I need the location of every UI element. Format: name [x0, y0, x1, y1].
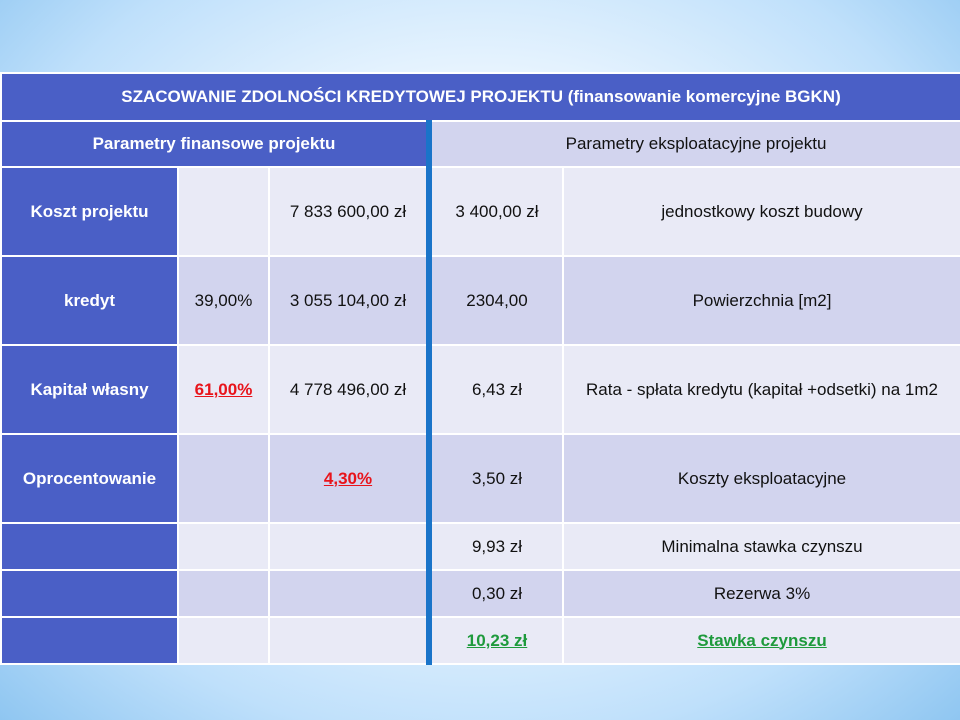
table-row: kredyt 39,00% 3 055 104,00 zł 2304,00 Po…: [0, 255, 960, 346]
interest-rate-highlight: 4,30%: [323, 468, 373, 488]
row-description: Minimalna stawka czynszu: [561, 522, 960, 571]
row-label: [0, 522, 179, 571]
row-percent: [177, 166, 270, 257]
row-value: 3,50 zł: [426, 433, 564, 524]
row-description: jednostkowy koszt budowy: [561, 166, 960, 257]
section-header-row: Parametry finansowe projektu Parametry e…: [0, 120, 960, 168]
row-amount: 3 055 104,00 zł: [268, 255, 430, 346]
row-label: [0, 569, 179, 618]
table-row: 0,30 zł Rezerwa 3%: [0, 569, 960, 618]
table-row: Koszt projektu 7 833 600,00 zł 3 400,00 …: [0, 166, 960, 257]
credit-assessment-table: SZACOWANIE ZDOLNOŚCI KREDYTOWEJ PROJEKTU…: [0, 72, 960, 665]
row-amount: [268, 522, 430, 571]
table-row: 9,93 zł Minimalna stawka czynszu: [0, 522, 960, 571]
row-percent: [177, 569, 270, 618]
table-title: SZACOWANIE ZDOLNOŚCI KREDYTOWEJ PROJEKTU…: [0, 72, 960, 122]
operational-params-header: Parametry eksploatacyjne projektu: [425, 120, 960, 168]
row-label: kredyt: [0, 255, 179, 346]
row-description: Koszty eksploatacyjne: [561, 433, 960, 524]
row-label: Kapitał własny: [0, 344, 179, 435]
row-amount: [268, 569, 430, 618]
row-value: 6,43 zł: [426, 344, 564, 435]
row-amount: 4 778 496,00 zł: [268, 344, 430, 435]
rent-rate-label-highlight: Stawka czynszu: [697, 630, 827, 650]
row-value: 0,30 zł: [426, 569, 564, 618]
row-description: Rezerwa 3%: [561, 569, 960, 618]
row-label: Koszt projektu: [0, 166, 179, 257]
row-value: 2304,00: [426, 255, 564, 346]
row-percent: [177, 616, 270, 665]
row-percent: 39,00%: [177, 255, 270, 346]
row-value: 3 400,00 zł: [426, 166, 564, 257]
table-row: 10,23 zł Stawka czynszu: [0, 616, 960, 665]
equity-percent-highlight: 61,00%: [194, 379, 253, 399]
row-amount: 7 833 600,00 zł: [268, 166, 430, 257]
row-label: [0, 616, 179, 665]
row-description: Rata - spłata kredytu (kapitał +odsetki)…: [561, 344, 960, 435]
row-value: 9,93 zł: [426, 522, 564, 571]
table-row: Kapitał własny 61,00% 4 778 496,00 zł 6,…: [0, 344, 960, 435]
title-row: SZACOWANIE ZDOLNOŚCI KREDYTOWEJ PROJEKTU…: [0, 72, 960, 122]
table-row: Oprocentowanie 4,30% 3,50 zł Koszty eksp…: [0, 433, 960, 524]
row-label: Oprocentowanie: [0, 433, 179, 524]
financial-params-header: Parametry finansowe projektu: [0, 120, 430, 168]
row-amount: [268, 616, 430, 665]
row-percent: [177, 522, 270, 571]
rent-rate-value-highlight: 10,23 zł: [466, 630, 528, 650]
row-description: Powierzchnia [m2]: [561, 255, 960, 346]
row-percent: [177, 433, 270, 524]
